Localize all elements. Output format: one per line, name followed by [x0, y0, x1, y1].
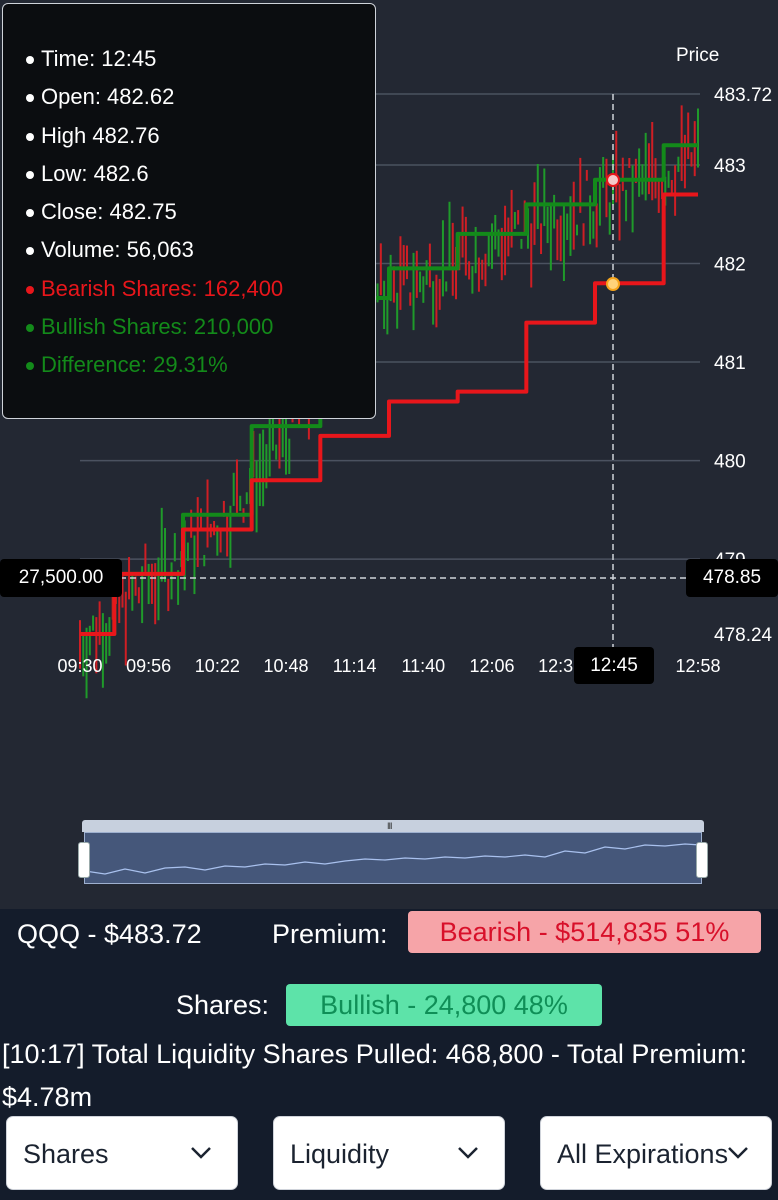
liquidity-dropdown-label: Liquidity — [290, 1139, 390, 1169]
navigator-right-handle[interactable] — [696, 842, 708, 878]
chevron-down-icon — [728, 1147, 748, 1159]
grip-icon[interactable]: III — [387, 821, 392, 831]
left-axis-badge: 27,500.00 — [0, 559, 122, 597]
price-badge: 478.85 — [686, 559, 778, 597]
time-tick-label: 12:32 — [538, 656, 583, 676]
price-tick-label: 483 — [714, 156, 746, 177]
time-tick-label: 09:30 — [57, 656, 102, 676]
price-tick-label: 480 — [714, 452, 746, 473]
time-tick-label: 11:40 — [401, 656, 445, 676]
tooltip-volume: Volume: 56,063 — [26, 231, 375, 269]
ticker-price: QQQ - $483.72 — [17, 919, 202, 949]
bearish-shares-line — [80, 192, 698, 636]
shares-badge: Bullish - 24,800 48% — [286, 984, 602, 1026]
tooltip-difference: Difference: 29.31% — [26, 346, 375, 384]
shares-label: Shares: — [176, 990, 270, 1020]
shares-dropdown[interactable]: Shares — [6, 1116, 238, 1190]
tooltip: Time: 12:45 Open: 482.62 High 482.76 Low… — [2, 3, 376, 419]
range-navigator[interactable]: III — [78, 820, 708, 884]
shares-dropdown-label: Shares — [23, 1139, 109, 1169]
chevron-down-icon — [458, 1147, 478, 1159]
premium-badge: Bearish - $514,835 51% — [408, 911, 761, 953]
tooltip-bullish: Bullish Shares: 210,000 — [26, 308, 375, 346]
bullish-marker — [606, 173, 620, 187]
price-tick-label: 483.72 — [714, 85, 772, 106]
time-tick-label: 10:22 — [195, 656, 240, 676]
chevron-down-icon — [191, 1147, 211, 1159]
chart-area[interactable]: Price 483.72483482481480479478.24 09:300… — [0, 0, 778, 905]
bearish-marker — [606, 277, 620, 291]
tooltip-high: High 482.76 — [26, 117, 375, 155]
navigator-sparkline — [84, 843, 702, 875]
expirations-dropdown-label: All Expirations — [557, 1139, 729, 1169]
price-chart[interactable]: Price 483.72483482481480479478.24 09:300… — [0, 0, 778, 905]
time-tick-label: 11:14 — [333, 656, 377, 676]
navigator-window[interactable] — [84, 832, 702, 884]
tooltip-open: Open: 482.62 — [26, 78, 375, 116]
navigator-drag-bar[interactable]: III — [82, 820, 704, 832]
liquidity-summary: [10:17] Total Liquidity Shares Pulled: 4… — [2, 1039, 747, 1112]
tooltip-close: Close: 482.75 — [26, 193, 375, 231]
liquidity-dropdown[interactable]: Liquidity — [273, 1116, 505, 1190]
time-badge: 12:45 — [574, 647, 654, 684]
price-tick-label: 478.24 — [714, 625, 773, 646]
time-tick-label: 10:48 — [263, 656, 308, 676]
expirations-dropdown[interactable]: All Expirations — [540, 1116, 772, 1190]
summary-panel: QQQ - $483.72 Premium: Bearish - $514,83… — [0, 909, 778, 1200]
time-tick-label: 12:06 — [469, 656, 514, 676]
premium-label: Premium: — [272, 919, 388, 949]
price-tick-label: 482 — [714, 254, 746, 275]
tooltip-bearish: Bearish Shares: 162,400 — [26, 270, 375, 308]
price-axis-title: Price — [676, 45, 719, 66]
tooltip-low: Low: 482.6 — [26, 155, 375, 193]
time-tick-label: 09:56 — [126, 656, 171, 676]
navigator-left-handle[interactable] — [78, 842, 90, 878]
time-tick-label: 12:58 — [675, 656, 720, 676]
price-tick-label: 481 — [714, 353, 746, 374]
tooltip-time: Time: 12:45 — [26, 40, 375, 78]
